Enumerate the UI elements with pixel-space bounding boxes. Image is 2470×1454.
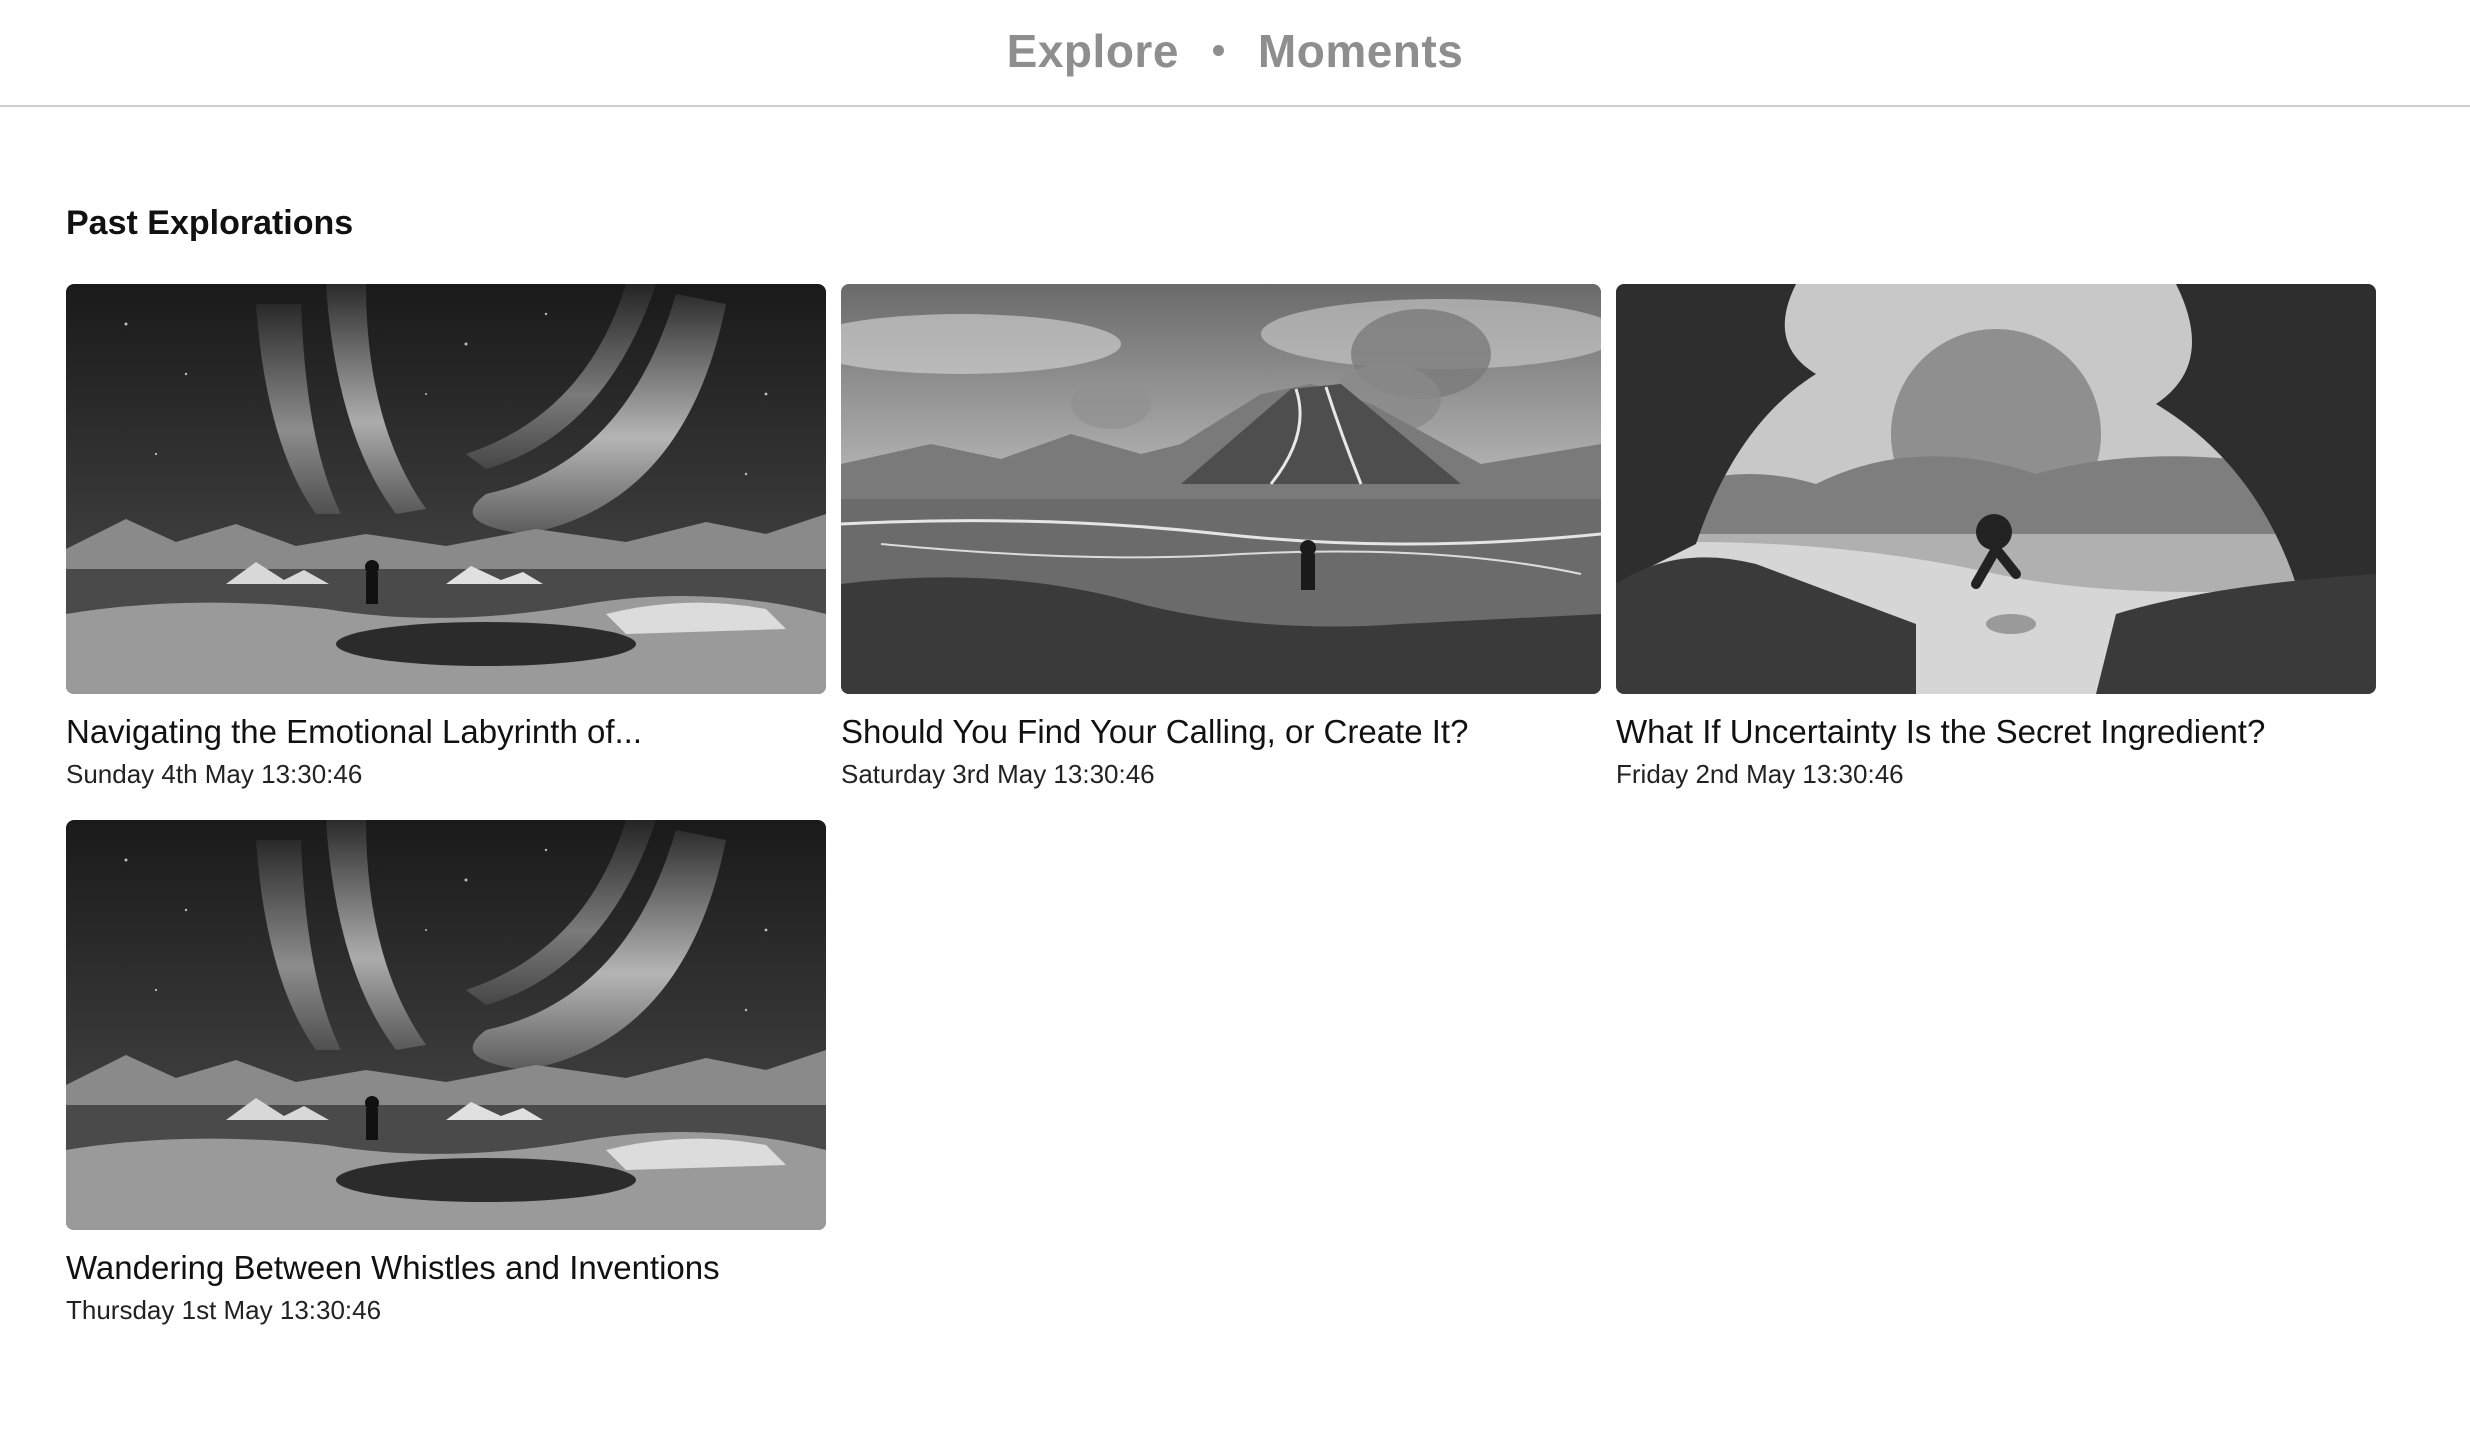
card-title[interactable]: Should You Find Your Calling, or Create … — [841, 713, 1469, 750]
top-navigation: Explore Moments — [0, 0, 2470, 107]
nav-moments-link[interactable]: Moments — [1257, 24, 1464, 77]
volcano-icon — [841, 284, 1601, 694]
exploration-card[interactable]: Wandering Between Whistles and Invention… — [66, 820, 826, 1326]
section-title: Past Explorations — [66, 204, 354, 242]
card-thumbnail[interactable] — [66, 820, 826, 1230]
aurora-icon — [66, 284, 826, 694]
exploration-card[interactable]: Should You Find Your Calling, or Create … — [841, 284, 1601, 790]
nav-separator-dot — [1212, 45, 1224, 56]
card-thumbnail[interactable] — [66, 284, 826, 694]
card-date: Friday 2nd May 13:30:46 — [1616, 759, 1904, 789]
main-nav: Explore Moments — [1007, 24, 1464, 78]
exploration-card[interactable]: What If Uncertainty Is the Secret Ingred… — [1616, 284, 2376, 790]
card-date: Thursday 1st May 13:30:46 — [66, 1295, 382, 1325]
card-title[interactable]: Wandering Between Whistles and Invention… — [66, 1249, 720, 1286]
card-date: Sunday 4th May 13:30:46 — [66, 759, 363, 789]
exploration-card[interactable]: Navigating the Emotional Labyrinth of...… — [66, 284, 826, 790]
card-date: Saturday 3rd May 13:30:46 — [841, 759, 1155, 789]
card-title[interactable]: Navigating the Emotional Labyrinth of... — [66, 713, 643, 750]
jungle-sun-icon — [1616, 284, 2376, 694]
card-title[interactable]: What If Uncertainty Is the Secret Ingred… — [1616, 713, 2266, 750]
aurora-icon — [66, 820, 826, 1230]
nav-explore-link[interactable]: Explore — [1006, 24, 1179, 77]
explorations-grid: Navigating the Emotional Labyrinth of...… — [66, 284, 2380, 1326]
card-thumbnail[interactable] — [1616, 284, 2376, 694]
card-thumbnail[interactable] — [841, 284, 1601, 694]
